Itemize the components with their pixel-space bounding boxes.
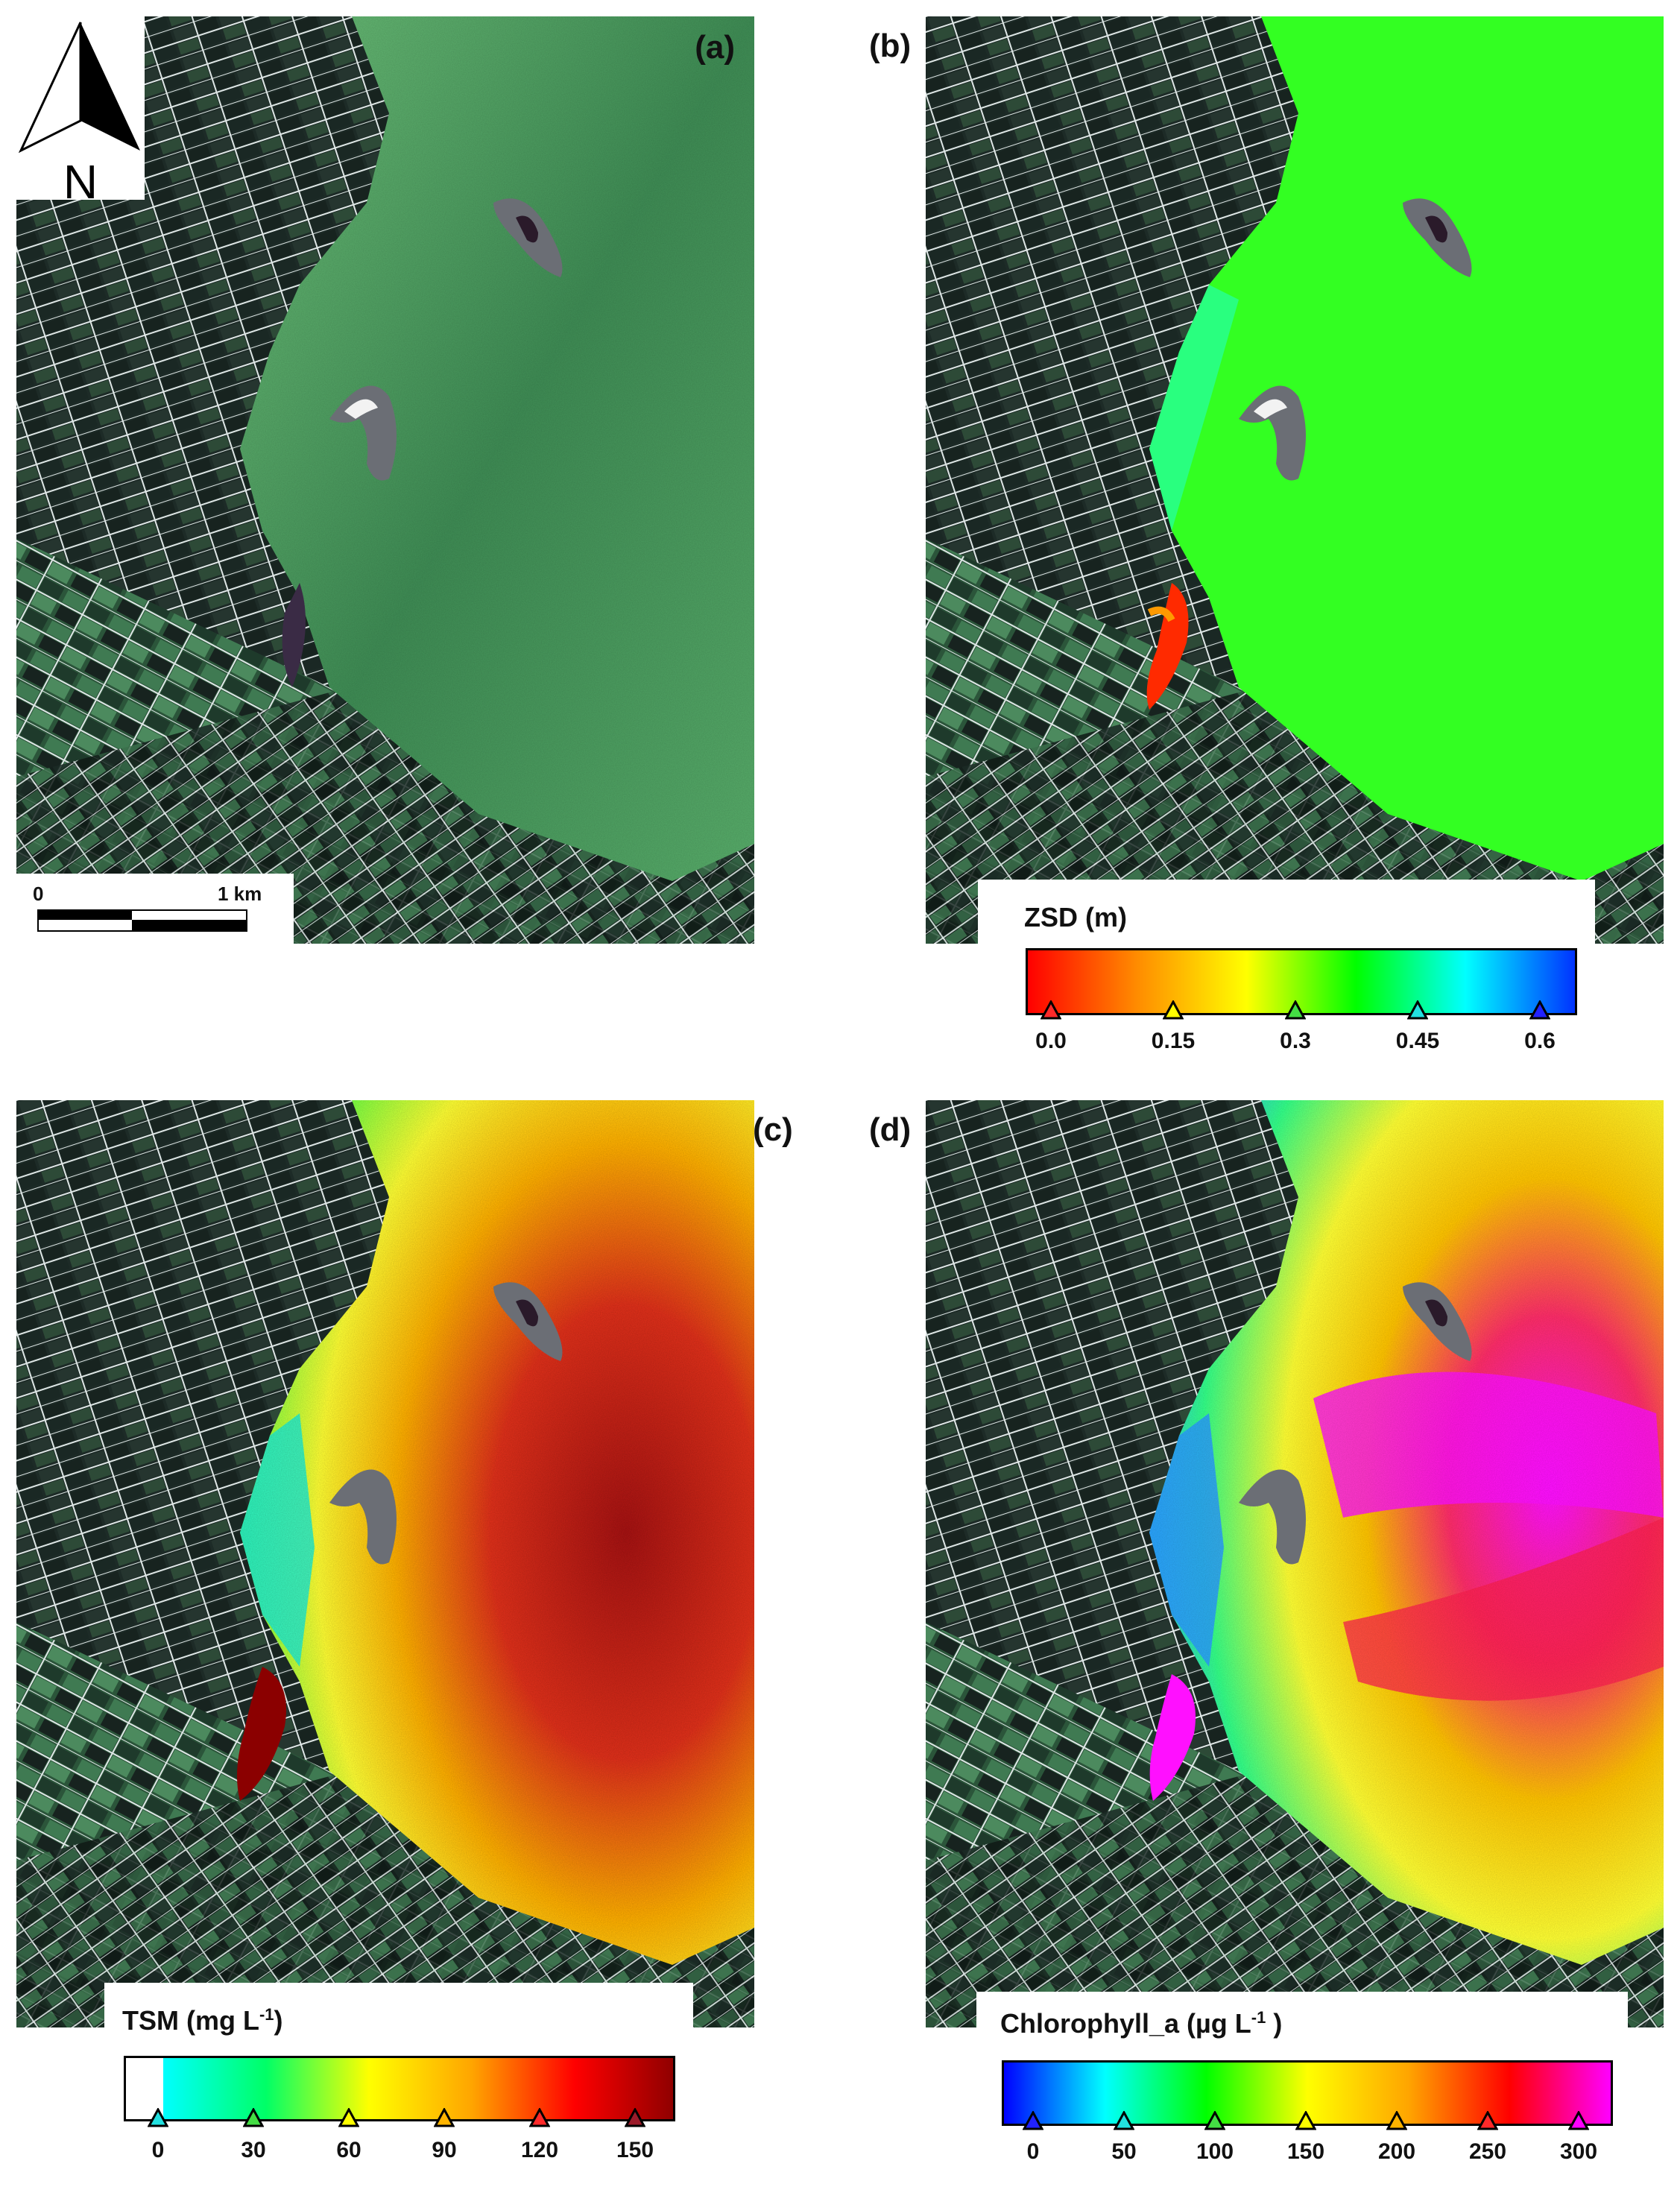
scale-bar-end-label: 1 km bbox=[218, 883, 262, 905]
legend-chlorophyll-title-text: Chlorophyll_a (µg L bbox=[1000, 2008, 1251, 2039]
chl-tick-label: 200 bbox=[1377, 2139, 1416, 2164]
chl-tick-label: 150 bbox=[1286, 2139, 1325, 2164]
panel-b-image bbox=[926, 16, 1664, 944]
zsd-tick-label: 0.6 bbox=[1524, 1029, 1556, 1053]
zsd-tick-label: 0.0 bbox=[1035, 1029, 1067, 1053]
legend-zsd-color-ramp bbox=[1026, 948, 1577, 1015]
island-hook bbox=[329, 1469, 397, 1565]
chl-tick-label: 250 bbox=[1468, 2139, 1507, 2164]
legend-chlorophyll-title-end: ) bbox=[1266, 2008, 1283, 2039]
panel-label-b: (b) bbox=[869, 28, 912, 64]
tsm-tick-label: 150 bbox=[616, 2138, 654, 2162]
island-hook bbox=[1239, 385, 1306, 481]
panel-label-a: (a) bbox=[695, 29, 735, 66]
panel-label-c: (c) bbox=[753, 1111, 793, 1148]
legend-zsd: ZSD (m) 0.0 0.15 0.3 0.45 0.6 bbox=[978, 880, 1595, 1070]
north-arrow-icon bbox=[18, 22, 140, 154]
zsd-tick-label: 0.3 bbox=[1280, 1029, 1311, 1053]
panel-c-image bbox=[16, 1100, 754, 2027]
chl-tick-label: 0 bbox=[1026, 2139, 1040, 2164]
island-hook bbox=[329, 385, 397, 481]
legend-zsd-title: ZSD (m) bbox=[1024, 902, 1127, 932]
panel-label-d: (d) bbox=[869, 1111, 912, 1148]
north-arrow-letter: N bbox=[63, 155, 98, 209]
scale-bar-start-label: 0 bbox=[33, 883, 44, 905]
legend-tsm-title-end: ) bbox=[274, 2005, 283, 2036]
scale-bar: 0 1 km bbox=[16, 874, 294, 945]
panel-d-chlorophyll-map bbox=[926, 1100, 1664, 2027]
legend-chlorophyll-title: Chlorophyll_a (µg L-1 ) bbox=[1000, 2008, 1282, 2039]
legend-tsm-title: TSM (mg L-1) bbox=[122, 2005, 283, 2036]
tsm-tick-label: 90 bbox=[432, 2138, 457, 2162]
tsm-tick-label: 30 bbox=[241, 2138, 266, 2162]
chl-tick-label: 100 bbox=[1196, 2139, 1234, 2164]
chlorophyll-high-values-shore bbox=[1149, 1674, 1196, 1801]
zsd-low-values-shore bbox=[1146, 583, 1189, 710]
chl-tick-label: 300 bbox=[1559, 2139, 1598, 2164]
zsd-tick-label: 0.15 bbox=[1151, 1029, 1196, 1053]
chl-tick-label: 50 bbox=[1111, 2139, 1137, 2164]
tsm-tick-label: 0 bbox=[151, 2138, 165, 2162]
panel-d-image bbox=[926, 1100, 1664, 2027]
legend-tsm-color-ramp bbox=[124, 2056, 675, 2121]
zsd-water bbox=[1149, 16, 1664, 881]
panel-b-zsd-map bbox=[926, 16, 1664, 944]
zsd-tick-label: 0.45 bbox=[1395, 1029, 1440, 1053]
scale-bar-graphic bbox=[37, 909, 247, 932]
legend-tsm-title-text: TSM (mg L bbox=[122, 2005, 259, 2036]
legend-chlorophyll-title-sup: -1 bbox=[1251, 2008, 1266, 2027]
tsm-tick-label: 60 bbox=[336, 2138, 361, 2162]
tsm-high-values-shore bbox=[237, 1667, 286, 1801]
legend-chlorophyll: Chlorophyll_a (µg L-1 ) 0 50 100 150 200 250 3… bbox=[976, 1992, 1628, 2184]
panel-c-tsm-map bbox=[16, 1100, 754, 2027]
legend-tsm: TSM (mg L-1) 0 30 60 90 120 150 bbox=[104, 1983, 693, 2184]
tsm-tick-label: 120 bbox=[520, 2138, 559, 2162]
legend-tsm-title-sup: -1 bbox=[259, 2005, 274, 2024]
north-arrow: N bbox=[16, 16, 145, 206]
island-hook bbox=[1239, 1469, 1306, 1565]
